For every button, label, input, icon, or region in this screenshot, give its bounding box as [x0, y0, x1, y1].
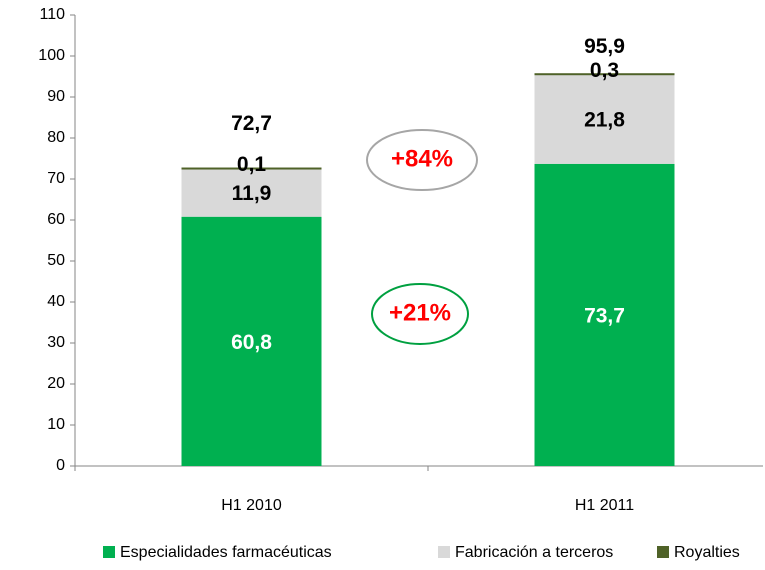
y-tick-label: 90 [47, 88, 65, 105]
y-tick-label: 0 [56, 457, 65, 474]
legend-label: Royalties [674, 544, 740, 561]
total-label: 72,7 [231, 112, 272, 135]
bar-segment [181, 216, 322, 466]
x-tick-label: H1 2010 [221, 497, 282, 514]
y-tick-label: 80 [47, 129, 65, 146]
y-tick-label: 40 [47, 293, 65, 310]
legend-label: Especialidades farmacéuticas [120, 544, 332, 561]
bar-segment [181, 167, 322, 170]
bar-segment [181, 167, 322, 217]
legend-swatch [103, 546, 115, 558]
total-label: 95,9 [584, 35, 625, 58]
annotation-ellipse [371, 283, 469, 345]
annotation-ellipse [366, 129, 478, 191]
value-label: 21,8 [584, 109, 625, 132]
annotation: +21% [389, 299, 451, 326]
y-tick-label: 30 [47, 334, 65, 351]
y-tick-label: 50 [47, 252, 65, 269]
value-label: 60,8 [231, 331, 272, 354]
y-tick-label: 10 [47, 416, 65, 433]
x-tick-label: H1 2011 [575, 497, 634, 514]
annotation: +84% [391, 145, 453, 172]
y-tick-label: 60 [47, 211, 65, 228]
value-label: 0,1 [237, 153, 267, 176]
y-tick-label: 70 [47, 170, 65, 187]
y-tick-label: 110 [39, 6, 65, 23]
y-tick-label: 100 [38, 47, 65, 64]
bar-segment [534, 74, 675, 164]
value-label: 73,7 [584, 304, 625, 327]
legend-label: Fabricación a terceros [455, 544, 613, 561]
legend-swatch [438, 546, 450, 558]
value-label: 11,9 [232, 182, 272, 205]
value-label: 0,3 [590, 59, 619, 82]
legend-swatch [657, 546, 669, 558]
bar-segment [534, 163, 675, 466]
bar-segment [534, 73, 675, 76]
y-tick-label: 20 [47, 375, 65, 392]
